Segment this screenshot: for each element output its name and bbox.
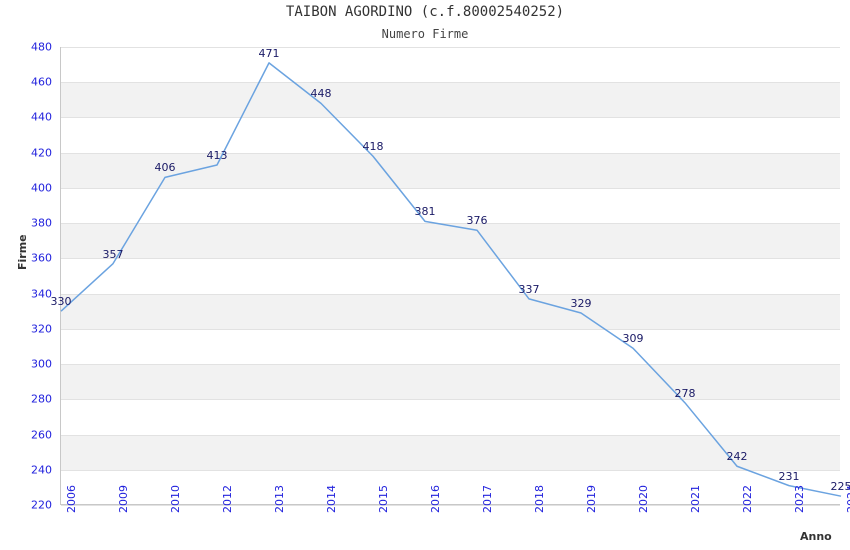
gridline (61, 505, 840, 506)
y-tick-label: 380 (31, 216, 52, 230)
x-tick-label: 2023 (793, 485, 806, 513)
y-tick-label: 340 (31, 287, 52, 301)
x-tick-label: 2012 (221, 485, 234, 513)
gridline (61, 152, 840, 154)
data-label: 406 (154, 161, 176, 175)
data-label: 413 (206, 149, 228, 163)
gridline (61, 399, 840, 401)
data-label: 231 (778, 469, 800, 483)
y-tick-label: 420 (31, 146, 52, 160)
grid-band (61, 82, 840, 118)
x-tick-label: 2015 (377, 485, 390, 513)
x-tick-label: 2018 (533, 485, 546, 513)
grid-band (61, 364, 840, 400)
y-tick-label: 400 (31, 181, 52, 195)
grid-band (61, 223, 840, 259)
data-label: 330 (50, 295, 72, 309)
data-label: 329 (570, 296, 592, 310)
data-label: 381 (414, 205, 436, 219)
y-tick-label: 440 (31, 110, 52, 124)
y-tick-label: 240 (31, 463, 52, 477)
data-label: 376 (466, 214, 488, 228)
gridline (61, 469, 840, 471)
grid-band (61, 152, 840, 188)
gridline (61, 223, 840, 225)
gridline (61, 434, 840, 436)
y-tick-label: 320 (31, 322, 52, 336)
y-tick-label: 220 (31, 498, 52, 512)
x-tick-label: 2010 (169, 485, 182, 513)
y-tick-label: 360 (31, 251, 52, 265)
data-label: 418 (362, 140, 384, 154)
x-tick-label: 2020 (637, 485, 650, 513)
gridline (61, 117, 840, 119)
series-line (60, 62, 842, 497)
y-tick-label: 280 (31, 392, 52, 406)
data-label: 309 (622, 332, 644, 346)
y-tick-label: 260 (31, 428, 52, 442)
data-label: 225 (830, 480, 850, 494)
x-tick-label: 2009 (117, 485, 130, 513)
x-tick-label: 2024 (845, 485, 850, 513)
data-label: 357 (102, 247, 124, 261)
gridline (61, 82, 840, 84)
gridline (61, 258, 840, 260)
x-tick-label: 2017 (481, 485, 494, 513)
chart-title: TAIBON AGORDINO (c.f.80002540252) (285, 4, 565, 20)
x-tick-label: 2014 (325, 485, 338, 513)
grid-band (61, 293, 840, 329)
gridline (61, 364, 840, 366)
x-axis-title: Anno (800, 530, 832, 543)
y-tick-label: 480 (31, 40, 52, 54)
plot-area: 330 357 406 413 471 448 418 381 376 337 329 309 278 2… (51, 46, 850, 506)
gridline (61, 328, 840, 330)
gridline (61, 187, 840, 189)
chart-subtitle: Numero Firme (381, 27, 469, 41)
x-tick-label: 2022 (741, 485, 754, 513)
data-label: 278 (674, 386, 696, 400)
data-label: 471 (258, 46, 280, 60)
line-path (60, 62, 842, 497)
y-tick-label: 460 (31, 75, 52, 89)
data-label: 242 (726, 450, 748, 464)
data-label: 448 (310, 87, 332, 101)
gridline (61, 47, 840, 48)
x-tick-label: 2016 (429, 485, 442, 513)
x-tick-label: 2013 (273, 485, 286, 513)
x-tick-label: 2021 (689, 485, 702, 513)
grid-band (61, 434, 840, 470)
y-tick-label: 300 (31, 357, 52, 371)
x-tick-label: 2019 (585, 485, 598, 513)
data-label: 337 (518, 282, 540, 296)
x-tick-label: 2006 (65, 485, 78, 513)
gridline (61, 293, 840, 295)
